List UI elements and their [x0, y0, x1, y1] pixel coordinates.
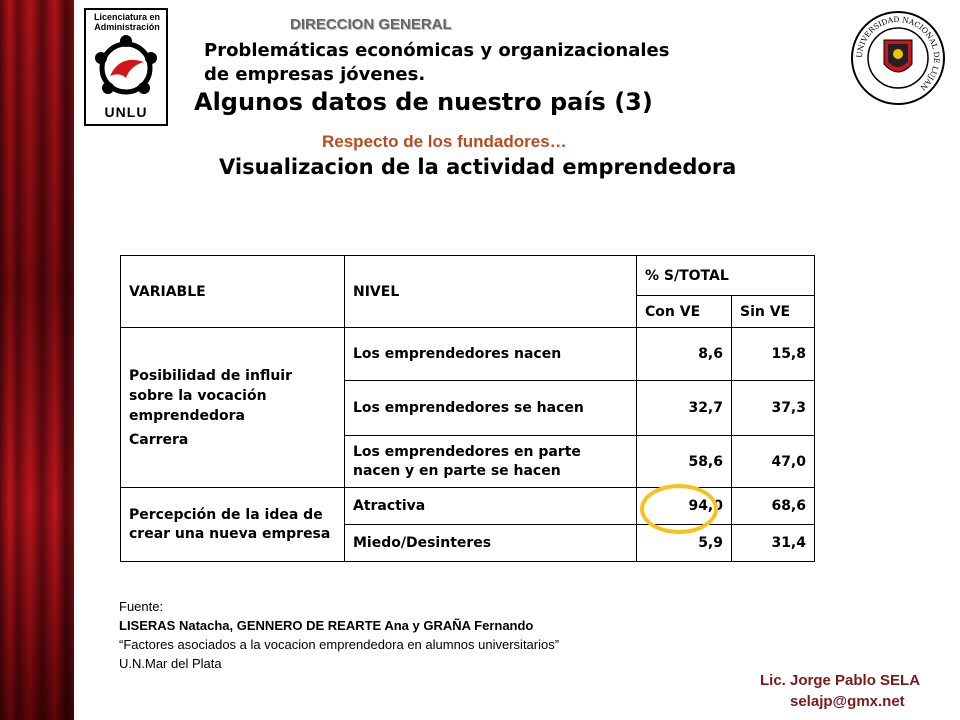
logo-emblem-icon [95, 35, 157, 95]
sin-ve-cell: 31,4 [731, 524, 815, 562]
respecto-subheading: Respecto de los fundadores… [322, 132, 567, 151]
variable-vocacion-label: Posibilidad de influir sobre la vocación… [129, 367, 292, 424]
logo-caption-line1: Licenciatura en [93, 12, 161, 22]
con-ve-cell: 32,7 [636, 380, 732, 436]
variable-carrera-label: Carrera [129, 431, 189, 448]
sin-ve-cell: 47,0 [731, 435, 815, 488]
author-email: selajp@gmx.net [790, 693, 905, 710]
direccion-general-label: DIRECCION GENERAL [290, 16, 452, 33]
table-row: Miedo/Desinteres 5,9 31,4 [121, 524, 815, 562]
sin-ve-cell: 15,8 [731, 327, 815, 381]
header-pct-total: % S/TOTAL [636, 255, 815, 296]
source-authors: LISERAS Natacha, GENNERO DE REARTE Ana y… [119, 618, 534, 633]
highlight-circle [640, 484, 718, 534]
variable-cell-vocacion: Posibilidad de influir sobre la vocación… [120, 327, 345, 488]
subtitle-line1: Problemáticas económicas y organizaciona… [204, 40, 670, 61]
nivel-cell: Los emprendedores se hacen [344, 380, 637, 436]
sin-ve-cell: 37,3 [731, 380, 815, 436]
con-ve-cell: 58,6 [636, 435, 732, 488]
table-row: Posibilidad de influir sobre la vocación… [120, 327, 815, 488]
subtitle-line2: de empresas jóvenes. [204, 64, 426, 85]
author-name: Lic. Jorge Pablo SELA [760, 672, 921, 689]
nivel-cell: Miedo/Desinteres [344, 524, 637, 562]
source-block: Fuente: LISERAS Natacha, GENNERO DE REAR… [119, 597, 559, 673]
nivel-cell: Los emprendedores en parte nacen y en pa… [344, 435, 637, 488]
section-title: Visualizacion de la actividad emprendedo… [219, 155, 737, 179]
curtain-decoration [0, 0, 74, 720]
table-subheader-row: Con VE Sin VE [121, 295, 815, 328]
nivel-cell: Atractiva [344, 487, 637, 525]
sin-ve-cell: 68,6 [731, 487, 815, 525]
logo-caption: Licenciatura en Administración [88, 12, 166, 32]
table-header-row: VARIABLE NIVEL % S/TOTAL [120, 255, 815, 328]
header-variable: VARIABLE [120, 255, 345, 328]
nivel-cell: Los emprendedores nacen [344, 327, 637, 381]
table-row: Los emprendedores en parte nacen y en pa… [121, 435, 815, 488]
university-seal-icon: UNIVERSIDAD NACIONAL DE LUJAN [851, 11, 945, 105]
page-title: Algunos datos de nuestro país (3) [194, 88, 653, 116]
header-nivel: NIVEL [344, 255, 637, 328]
source-work: “Factores asociados a la vocacion empren… [119, 637, 560, 652]
logo-unlu-text: UNLU [104, 104, 148, 120]
variable-cell-percepcion: Percepción de la idea de crear una nueva… [120, 487, 345, 562]
source-place: U.N.Mar del Plata [119, 656, 222, 671]
licenciatura-logo: Licenciatura en Administración UNLU [84, 8, 168, 126]
logo-caption-line2: Administración [94, 22, 160, 32]
source-label: Fuente: [119, 599, 164, 614]
con-ve-cell: 8,6 [636, 327, 732, 381]
header-sin-ve: Sin VE [731, 295, 815, 328]
header-con-ve: Con VE [636, 295, 732, 328]
